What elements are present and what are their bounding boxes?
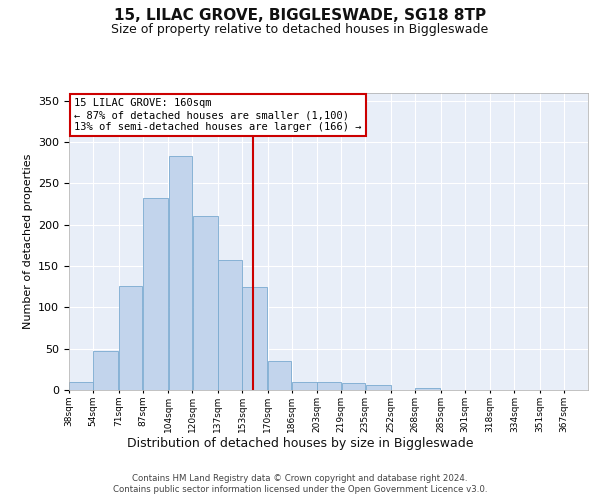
Text: Distribution of detached houses by size in Biggleswade: Distribution of detached houses by size … [127, 438, 473, 450]
Bar [119, 286, 142, 390]
Bar [317, 382, 341, 390]
Bar [242, 286, 268, 390]
Bar [143, 198, 168, 390]
Text: Contains HM Land Registry data © Crown copyright and database right 2024.: Contains HM Land Registry data © Crown c… [132, 474, 468, 483]
Y-axis label: Number of detached properties: Number of detached properties [23, 154, 32, 329]
Text: 15 LILAC GROVE: 160sqm
← 87% of detached houses are smaller (1,100)
13% of semi-: 15 LILAC GROVE: 160sqm ← 87% of detached… [74, 98, 362, 132]
Text: Size of property relative to detached houses in Biggleswade: Size of property relative to detached ho… [112, 22, 488, 36]
Bar [268, 361, 292, 390]
Bar [93, 351, 118, 390]
Bar [193, 216, 218, 390]
Bar [169, 156, 192, 390]
Text: Contains public sector information licensed under the Open Government Licence v3: Contains public sector information licen… [113, 485, 487, 494]
Bar [415, 388, 440, 390]
Bar [69, 382, 93, 390]
Bar [292, 382, 317, 390]
Bar [218, 260, 242, 390]
Bar [341, 384, 365, 390]
Bar [365, 385, 391, 390]
Text: 15, LILAC GROVE, BIGGLESWADE, SG18 8TP: 15, LILAC GROVE, BIGGLESWADE, SG18 8TP [114, 8, 486, 22]
